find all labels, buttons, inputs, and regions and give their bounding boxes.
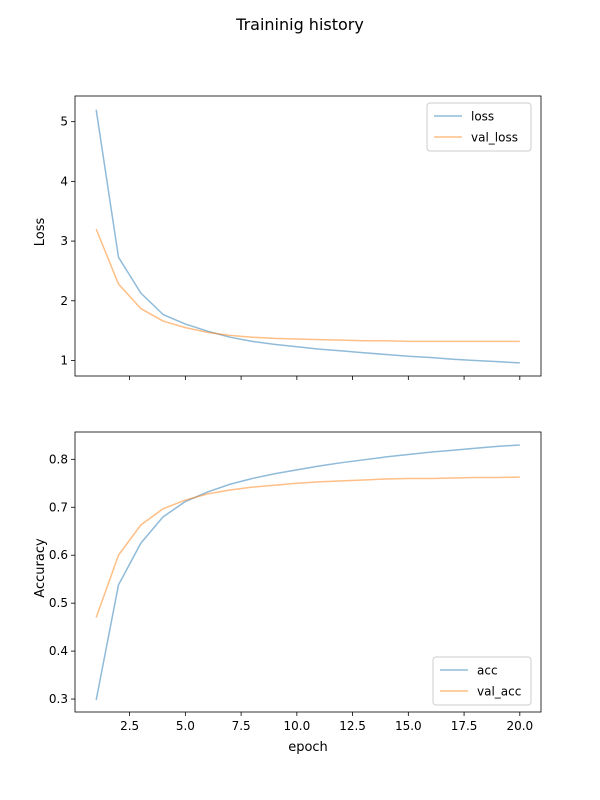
series-line-acc xyxy=(95,444,520,701)
accuracy-axes: 2.5 5.0 7.5 10.0 12.5 15.0 17.5 20.0 0.3 0.4 0.5 0.… xyxy=(33,431,542,755)
legend-label-loss: loss xyxy=(471,110,494,124)
x-tick-label: 2.5 xyxy=(120,719,139,733)
y-tick-label: 3 xyxy=(60,234,68,248)
series-line-loss xyxy=(95,109,520,364)
y-axis-label: Accuracy xyxy=(33,538,48,598)
legend-box xyxy=(426,102,532,152)
y-tick-label: 5 xyxy=(60,115,68,129)
series-line-val_acc xyxy=(95,476,520,618)
series-line-val_loss xyxy=(95,228,520,343)
x-axis-label: epoch xyxy=(288,740,328,755)
x-tick-label: 17.5 xyxy=(451,719,478,733)
legend-label-val_acc: val_acc xyxy=(477,685,521,699)
legend-box xyxy=(432,656,532,706)
axes-frame xyxy=(74,431,542,713)
x-tick-label: 20.0 xyxy=(506,719,533,733)
legend-label-acc: acc xyxy=(477,664,498,678)
loss-axes: 1 2 3 4 5 Loss loss val_loss xyxy=(33,95,542,380)
x-tick-label: 7.5 xyxy=(232,719,251,733)
y-tick-label: 0.7 xyxy=(49,500,68,514)
x-tick-label: 10.0 xyxy=(283,719,310,733)
x-tick-label: 12.5 xyxy=(339,719,366,733)
y-tick-label: 0.8 xyxy=(49,452,68,466)
y-axis-label: Loss xyxy=(33,218,48,247)
x-tick-label: 5.0 xyxy=(176,719,195,733)
axes-frame xyxy=(74,95,542,377)
y-tick-label: 0.6 xyxy=(49,548,68,562)
y-tick-label: 4 xyxy=(60,174,68,188)
legend-label-val_loss: val_loss xyxy=(471,131,518,145)
y-tick-label: 1 xyxy=(60,353,68,367)
y-tick-label: 0.4 xyxy=(49,644,68,658)
x-tick-label: 15.0 xyxy=(395,719,422,733)
y-tick-label: 0.5 xyxy=(49,596,68,610)
y-tick-label: 2 xyxy=(60,294,68,308)
figure-suptitle: Traininig history xyxy=(235,15,364,34)
y-tick-label: 0.3 xyxy=(49,692,68,706)
